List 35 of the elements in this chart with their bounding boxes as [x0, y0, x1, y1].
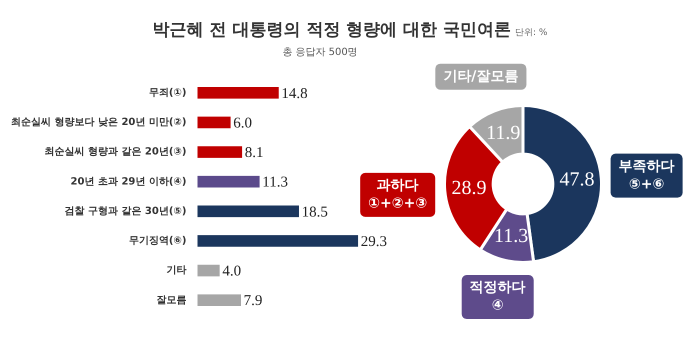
data-label: 11.9 — [486, 122, 520, 144]
data-label: 11.3 — [494, 225, 528, 248]
bar — [197, 205, 299, 218]
data-label: 11.3 — [262, 174, 288, 191]
y-tick-label: 잘모름 — [156, 294, 186, 306]
data-label: 28.9 — [452, 176, 487, 199]
bar — [197, 146, 242, 158]
y-tick-label: 최순실씨 형량보다 낮은 20년 미만(②) — [10, 117, 186, 128]
slice-label: 기타/잘모름 — [443, 68, 518, 84]
data-label: 47.8 — [560, 168, 595, 191]
y-tick-label: 검찰 구형과 같은 30년(⑤) — [64, 206, 186, 217]
y-tick-label: 기타 — [166, 265, 186, 276]
data-label: 6.0 — [233, 115, 252, 132]
data-label: 4.0 — [222, 264, 242, 280]
bar — [197, 176, 260, 188]
bar — [197, 116, 231, 128]
y-tick-label: 최순실씨 형량과 같은 20년(③) — [44, 146, 186, 158]
chart-title: 박근혜 전 대통령의 적정 형량에 대한 국민여론 — [152, 20, 512, 40]
text: 단위: % — [515, 28, 548, 38]
y-tick-label: 무죄(①) — [148, 87, 186, 98]
chart-subtitle: 총 응답자 500명 — [281, 46, 359, 59]
data-label: 14.8 — [281, 86, 308, 102]
slice-label: 부족하다 ⑤+⑥ — [618, 158, 675, 192]
data-label: 29.3 — [360, 234, 387, 250]
y-tick-label: 20년 초과 29년 이하(④) — [70, 176, 186, 188]
data-label: 8.1 — [244, 145, 264, 161]
bar — [197, 294, 241, 306]
slice-label: 적정하다 ④ — [470, 280, 526, 314]
slice-label: 과하다 ①+②+③ — [368, 178, 428, 212]
bar — [197, 86, 279, 99]
bar — [197, 235, 358, 247]
bar — [197, 264, 220, 276]
data-label: 18.5 — [302, 204, 328, 220]
y-tick-label: 무기징역(⑥) — [128, 236, 186, 247]
data-label: 7.9 — [244, 293, 262, 310]
